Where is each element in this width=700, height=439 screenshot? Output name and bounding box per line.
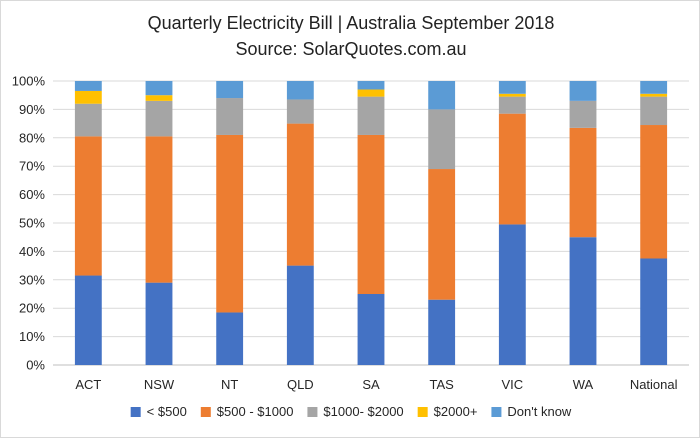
y-tick-label: 100% [12,74,46,89]
bar-segment [428,169,456,300]
x-tick-label: WA [573,377,594,392]
bar-segment [428,109,456,170]
legend-swatch [200,407,211,417]
bar-segment [640,258,668,365]
legend-label: $2000+ [434,404,478,419]
bar-segment [428,81,456,110]
bar-segment [640,81,668,94]
y-tick-label: 60% [19,187,45,202]
bar-segment [216,81,244,99]
legend-item: $2000+ [417,404,478,419]
bar-segment [498,93,526,97]
legend-swatch [307,407,318,417]
bar-segment [357,81,385,90]
bar-segment [569,81,597,101]
x-tick-label: NSW [144,377,175,392]
bar-segment [640,96,668,126]
y-tick-label: 10% [19,329,45,344]
bar-segment [145,136,173,283]
legend-item: < $500 [130,404,187,419]
bar-segment [569,237,597,365]
bar-segment [286,81,314,100]
legend-label: Don't know [507,404,572,419]
legend-swatch [491,407,502,417]
bar-segment [357,294,385,365]
y-tick-label: 40% [19,244,45,259]
chart-title: Quarterly Electricity Bill | Australia S… [148,13,555,33]
y-tick-label: 80% [19,130,45,145]
bar-segment [498,113,526,225]
x-tick-label: NT [221,377,238,392]
bar-segment [286,123,314,266]
bars [74,81,668,365]
legend-label: $1000- $2000 [323,404,403,419]
x-tick-label: TAS [430,377,455,392]
x-tick-label: SA [362,377,380,392]
x-tick-label: VIC [501,377,523,392]
y-tick-label: 30% [19,272,45,287]
y-tick-label: 70% [19,159,45,174]
bar-segment [74,90,102,104]
y-tick-label: 50% [19,216,45,231]
chart-subtitle: Source: SolarQuotes.com.au [235,39,466,59]
bar-segment [216,134,244,313]
bar-segment [216,98,244,135]
bar-segment [145,100,173,137]
bar-segment [74,103,102,137]
bar-segment [286,99,314,124]
bar-segment [357,134,385,294]
bar-segment [498,81,526,94]
x-tick-label: ACT [75,377,101,392]
bar-segment [569,100,597,128]
legend-label: < $500 [147,404,187,419]
bar-segment [498,224,526,365]
y-tick-label: 0% [26,358,45,373]
bar-segment [428,299,456,365]
y-tick-label: 90% [19,102,45,117]
x-tick-label: National [630,377,678,392]
bar-segment [286,265,314,365]
bar-segment [569,127,597,238]
x-tick-label: QLD [287,377,314,392]
bar-segment [640,93,668,97]
legend-swatch [130,407,141,417]
bar-segment [357,96,385,135]
bar-segment [145,95,173,101]
y-tick-label: 20% [19,301,45,316]
bar-segment [357,89,385,97]
legend-swatch [417,407,428,417]
x-axis-ticks: ACT NSW NT QLD SA TAS VIC WA National [75,377,677,392]
bar-segment [498,96,526,114]
legend-item: $1000- $2000 [307,404,404,419]
y-axis-ticks: 0% 10% 20% 30% 40% 50% 60% 70% 80% 90% 100% [12,74,46,373]
legend-label: $500 - $1000 [217,404,294,419]
bar-segment [640,125,668,259]
bar-segment [74,275,102,365]
bar-segment [74,136,102,276]
bar-segment [216,312,244,365]
legend-item: $500 - $1000 [200,404,294,419]
legend-item: Don't know [491,404,572,419]
bar-segment [145,81,173,96]
bar-segment [74,81,102,91]
bar-segment [145,282,173,365]
legend: < $500 $500 - $1000 $1000- $2000 $2000+ Don'… [130,404,572,419]
